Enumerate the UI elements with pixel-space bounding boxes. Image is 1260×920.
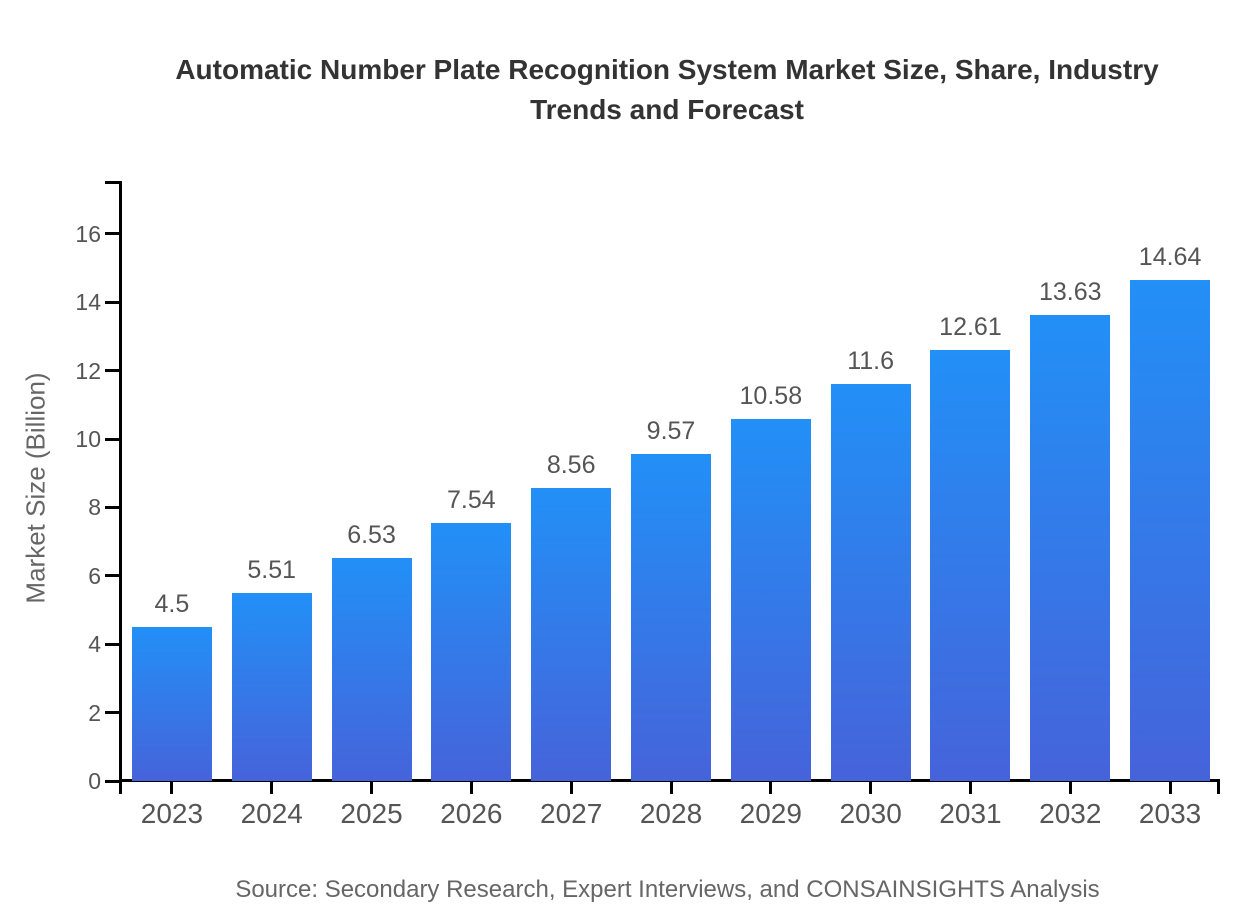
x-tick-label: 2029: [739, 798, 802, 829]
bar-2032: [1030, 315, 1111, 781]
bar-value-label: 4.5: [154, 590, 190, 619]
y-tick: [105, 505, 119, 509]
x-tick-label: 2023: [140, 798, 204, 829]
y-tick: [105, 369, 119, 373]
y-tick: [105, 779, 119, 783]
chart-title: Automatic Number Plate Recognition Syste…: [175, 54, 1159, 125]
x-axis-end-cap: [1217, 779, 1220, 794]
y-tick-label: 2: [88, 699, 101, 726]
x-tick-label: 2028: [639, 798, 703, 829]
bar-value-label: 6.53: [347, 520, 396, 549]
y-axis-top-cap: [105, 181, 119, 184]
x-tick: [769, 781, 773, 794]
x-tick-label: 2032: [1039, 798, 1102, 829]
bar-value-label: 7.54: [447, 486, 496, 515]
bar-value-label: 12.61: [939, 312, 1002, 341]
x-tick: [869, 781, 873, 794]
x-tick-label: 2026: [440, 798, 503, 829]
x-tick: [1168, 781, 1172, 794]
x-tick: [669, 781, 673, 794]
bar-2031: [930, 349, 1011, 781]
x-tick: [569, 781, 573, 794]
bar-2033: [1130, 280, 1211, 781]
bar-value-label: 11.6: [847, 347, 895, 376]
bar-2029: [730, 419, 811, 781]
x-tick: [469, 781, 473, 794]
y-tick: [105, 232, 119, 236]
y-tick: [105, 437, 119, 441]
x-tick-label: 2024: [240, 798, 303, 829]
y-tick-label: 12: [75, 357, 101, 384]
bar-2023: [131, 627, 212, 781]
bar-2025: [331, 557, 412, 781]
bar-value-label: 9.57: [646, 416, 696, 445]
x-tick: [270, 781, 274, 794]
x-tick: [370, 781, 374, 794]
x-tick-label: 2033: [1138, 798, 1202, 829]
x-tick-label: 2025: [340, 798, 403, 829]
x-tick: [170, 781, 174, 794]
bar-2030: [830, 384, 911, 781]
x-tick: [1068, 781, 1072, 794]
y-axis-title: Market Size (Billion): [20, 372, 51, 604]
bar-2028: [631, 453, 711, 781]
y-axis-line: [119, 181, 122, 782]
bar-value-label: 13.63: [1038, 278, 1102, 307]
y-tick: [105, 574, 119, 578]
bar-2027: [531, 488, 612, 781]
y-tick-label: 16: [75, 220, 101, 247]
y-tick-label: 10: [75, 426, 101, 453]
x-axis-start-cap: [119, 779, 122, 794]
source-note: Source: Secondary Research, Expert Inter…: [235, 876, 1100, 903]
x-tick-label: 2030: [839, 798, 902, 829]
y-tick: [105, 642, 119, 646]
plot-area: 0 2 4 6 8 10 12 14 16 4.5 2023 5.51 2024 6.53 2025 7.54…: [75, 181, 1220, 829]
bar-value-label: 5.51: [247, 555, 297, 584]
y-tick-label: 6: [88, 562, 101, 589]
y-tick-label: 0: [88, 768, 101, 794]
x-tick-label: 2027: [540, 798, 603, 829]
x-tick-label: 2031: [939, 798, 1002, 829]
y-tick: [105, 300, 119, 304]
bar-value-label: 14.64: [1138, 243, 1202, 272]
bar-value-label: 10.58: [739, 382, 803, 411]
y-tick-label: 8: [88, 494, 101, 521]
bar-value-label: 8.56: [546, 451, 596, 480]
bar-2026: [431, 523, 512, 781]
y-tick: [105, 711, 119, 715]
x-tick: [968, 781, 972, 794]
bar-2024: [231, 592, 312, 781]
y-tick-label: 14: [75, 289, 101, 316]
y-tick-label: 4: [88, 631, 101, 658]
